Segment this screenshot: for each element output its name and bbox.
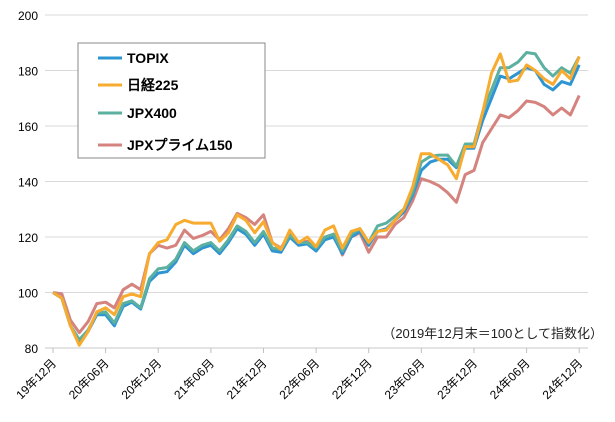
legend: TOPIX 日経225 JPX400 JPXプライム150	[77, 42, 266, 159]
legend-label: 日経225	[127, 77, 179, 93]
index-note: （2019年12月末＝100として指数化）	[382, 326, 603, 341]
y-tick-label: 180	[18, 65, 38, 79]
y-tick-label: 120	[18, 231, 38, 245]
y-tick-label: 160	[18, 120, 38, 134]
y-tick-label: 200	[18, 9, 38, 23]
x-tick-label: 20年12月	[119, 356, 165, 402]
x-tick-label: 19年12月	[13, 356, 59, 402]
y-axis: 80 100 120 140 160 180 200	[18, 9, 38, 356]
x-axis: 19年12月 20年06月 20年12月 21年06月 21年12月 22年06月 22年1…	[13, 348, 585, 402]
x-tick-label: 24年12月	[540, 356, 586, 402]
series-lines	[52, 51, 581, 347]
y-tick-label: 140	[18, 176, 38, 190]
y-tick-label: 100	[18, 287, 38, 301]
x-tick-label: 21年12月	[224, 356, 270, 402]
x-tick-label: 22年12月	[329, 356, 375, 402]
x-tick-label: 22年06月	[276, 356, 322, 402]
legend-box	[77, 42, 266, 159]
series-line-1	[52, 52, 581, 347]
legend-label: JPXプライム150	[127, 137, 233, 153]
x-tick-label: 21年06月	[171, 356, 217, 402]
x-tick-label: 23年12月	[434, 356, 480, 402]
legend-label: JPX400	[127, 105, 177, 121]
x-tick-label: 24年06月	[487, 356, 533, 402]
x-tick-label: 23年06月	[382, 356, 428, 402]
x-tick-label: 20年06月	[66, 356, 112, 402]
y-tick-label: 80	[25, 342, 39, 356]
legend-label: TOPIX	[127, 50, 169, 66]
